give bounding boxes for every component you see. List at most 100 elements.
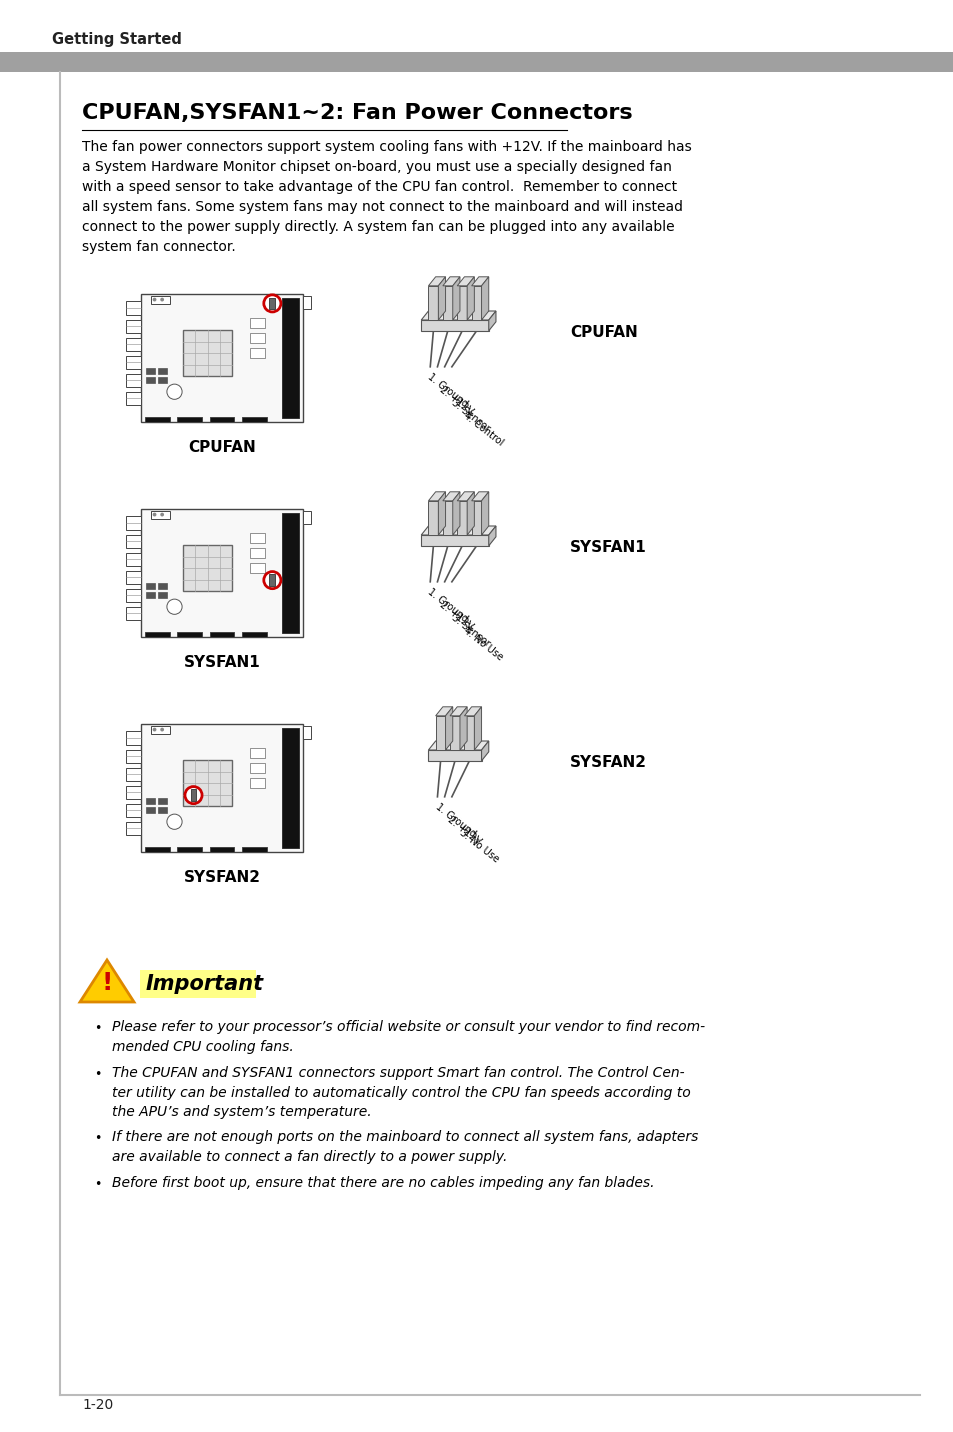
Bar [126, 589, 141, 601]
Bar [140, 969, 255, 998]
Text: Getting Started: Getting Started [52, 32, 182, 47]
Polygon shape [481, 740, 488, 760]
Bar [471, 286, 481, 319]
Text: CPUFAN: CPUFAN [569, 325, 638, 339]
Bar [145, 848, 170, 852]
Bar [158, 798, 167, 803]
Bar [146, 798, 154, 803]
Bar [126, 319, 141, 332]
Polygon shape [459, 707, 467, 750]
Text: 3. Sensor: 3. Sensor [450, 398, 492, 434]
Polygon shape [464, 707, 481, 716]
Polygon shape [421, 526, 496, 536]
Bar [471, 501, 481, 536]
Bar [141, 723, 302, 852]
Bar [177, 633, 202, 637]
Polygon shape [436, 707, 453, 716]
Text: 1. Ground: 1. Ground [426, 372, 470, 410]
Bar [158, 378, 167, 384]
Text: 3. Sensor: 3. Sensor [450, 613, 492, 649]
Bar [421, 536, 488, 546]
Bar [146, 368, 154, 374]
Polygon shape [453, 276, 459, 319]
Text: If there are not enough ports on the mainboard to connect all system fans, adapt: If there are not enough ports on the mai… [112, 1130, 698, 1163]
Bar [442, 286, 453, 319]
Bar [126, 553, 141, 566]
Bar [177, 848, 202, 852]
Bar [126, 517, 141, 530]
Bar [242, 417, 267, 422]
Bar [183, 331, 233, 377]
Bar [210, 848, 234, 852]
Bar [428, 501, 437, 536]
Bar [281, 298, 298, 418]
Polygon shape [450, 707, 467, 716]
Polygon shape [437, 491, 445, 536]
Bar [126, 338, 141, 351]
Bar [251, 332, 265, 344]
Bar [146, 378, 154, 384]
Bar [145, 417, 170, 422]
Bar [302, 726, 311, 739]
Bar [158, 808, 167, 813]
Bar [126, 392, 141, 405]
Bar [0, 52, 953, 72]
Bar [158, 593, 167, 599]
Bar [242, 633, 267, 637]
Polygon shape [471, 276, 488, 286]
Bar [281, 727, 298, 848]
Circle shape [185, 786, 202, 803]
Circle shape [160, 513, 164, 517]
Bar [251, 548, 265, 558]
Text: SYSFAN1: SYSFAN1 [569, 540, 646, 556]
Text: 2. +12V: 2. +12V [445, 815, 482, 846]
Circle shape [152, 513, 156, 517]
Bar [442, 501, 453, 536]
Bar [428, 286, 437, 319]
Polygon shape [428, 276, 445, 286]
Circle shape [167, 384, 182, 400]
Circle shape [152, 298, 156, 302]
Circle shape [152, 727, 156, 732]
Text: Please refer to your processor’s official website or consult your vendor to find: Please refer to your processor’s officia… [112, 1020, 704, 1054]
Bar [126, 302, 141, 315]
Bar [251, 748, 265, 758]
Bar [251, 533, 265, 543]
Bar [302, 511, 311, 524]
Bar [126, 768, 141, 780]
Bar [126, 749, 141, 763]
Text: 4. No Use: 4. No Use [462, 626, 505, 663]
Polygon shape [471, 491, 488, 501]
Bar [183, 760, 233, 806]
Bar [126, 607, 141, 620]
Bar [151, 511, 170, 520]
Text: CPUFAN: CPUFAN [188, 440, 255, 455]
Text: CPUFAN,SYSFAN1~2: Fan Power Connectors: CPUFAN,SYSFAN1~2: Fan Power Connectors [82, 103, 632, 123]
Polygon shape [442, 276, 459, 286]
Polygon shape [445, 707, 453, 750]
Text: •: • [94, 1068, 101, 1081]
Polygon shape [428, 491, 445, 501]
Bar [126, 570, 141, 584]
Text: SYSFAN2: SYSFAN2 [569, 755, 646, 770]
Bar [158, 583, 167, 589]
Bar [251, 563, 265, 573]
Text: The CPUFAN and SYSFAN1 connectors support Smart fan control. The Control Cen-
te: The CPUFAN and SYSFAN1 connectors suppor… [112, 1065, 690, 1118]
Text: 3. No Use: 3. No Use [457, 828, 500, 865]
Polygon shape [467, 491, 474, 536]
Bar [251, 348, 265, 358]
Bar [126, 822, 141, 835]
Text: Important: Important [146, 974, 264, 994]
Polygon shape [428, 740, 488, 750]
Bar [126, 355, 141, 369]
Polygon shape [467, 276, 474, 319]
Text: •: • [94, 1133, 101, 1146]
Bar [210, 417, 234, 422]
Text: 2. +12V: 2. +12V [437, 385, 475, 417]
Text: 2. +12V: 2. +12V [437, 600, 475, 632]
Polygon shape [453, 491, 459, 536]
Polygon shape [437, 276, 445, 319]
Text: 1. Ground: 1. Ground [433, 802, 476, 839]
Bar [141, 294, 302, 422]
Polygon shape [456, 491, 474, 501]
